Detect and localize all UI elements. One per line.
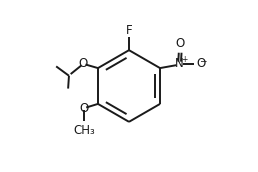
Text: O: O	[197, 57, 206, 70]
Text: O: O	[79, 57, 88, 70]
Text: +: +	[181, 55, 187, 63]
Text: CH₃: CH₃	[73, 123, 95, 137]
Text: N: N	[175, 57, 184, 70]
Text: F: F	[126, 24, 132, 36]
Text: −: −	[199, 56, 207, 65]
Text: O: O	[175, 37, 185, 50]
Text: O: O	[79, 102, 88, 115]
